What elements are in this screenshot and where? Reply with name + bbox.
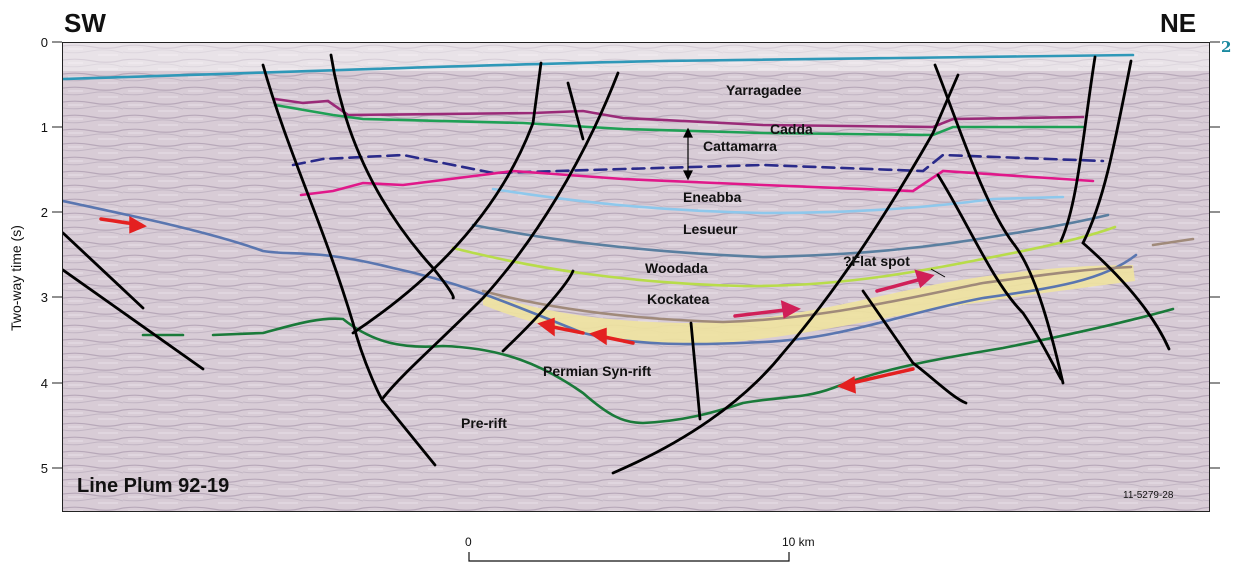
fault-8 — [501, 269, 575, 353]
y-tick-0: 0 — [40, 35, 48, 50]
label-cadda: Cadda — [770, 121, 813, 137]
fault-15 — [1081, 59, 1171, 351]
label-permian-syn-rift: Permian Syn-rift — [543, 363, 652, 379]
scale-end-label: 10 km — [782, 535, 815, 549]
fault-3 — [261, 63, 437, 467]
seismic-section: Yarragadee Cadda Cattamarra Eneabba Lesu… — [62, 42, 1210, 512]
y-tick-4: 4 — [40, 376, 48, 391]
horizon-lesueur — [491, 187, 1065, 215]
direction-ne: NE — [1160, 8, 1197, 38]
horizon-woodada — [471, 213, 1110, 259]
figure-code: 11-5279-28 — [1123, 490, 1174, 501]
fault-13 — [861, 289, 968, 405]
y-tick-2: 2 — [40, 205, 48, 220]
label-yarragadee: Yarragadee — [726, 82, 802, 98]
page-number: 2 — [1221, 38, 1232, 56]
fault-4 — [329, 53, 455, 300]
label-woodada: Woodada — [645, 260, 708, 276]
seismic-image — [63, 43, 1209, 511]
label-cattamarra: Cattamarra — [703, 138, 777, 154]
line-title: Line Plum 92-19 — [77, 475, 230, 497]
fault-12 — [936, 173, 1063, 381]
direction-sw: SW — [64, 8, 106, 38]
y-tick-5: 5 — [40, 461, 48, 476]
horizon-flat-spot — [481, 265, 1133, 324]
horizon-eneabba — [299, 169, 1095, 197]
horizon-cadda — [273, 103, 1085, 137]
fault-5 — [351, 61, 543, 335]
thickness-arrow — [683, 127, 693, 181]
faults — [63, 53, 1171, 475]
fault-7 — [566, 81, 585, 141]
y-tick-1: 1 — [40, 120, 48, 135]
label-lesueur: Lesueur — [683, 221, 738, 237]
fault-2 — [63, 268, 205, 371]
horizon-top — [63, 53, 1135, 81]
fault-11 — [933, 63, 1065, 385]
label-eneabba: Eneabba — [683, 189, 742, 205]
label-kockatea: Kockatea — [647, 291, 710, 307]
fault-1 — [63, 231, 145, 310]
fault-6 — [381, 71, 620, 400]
scale-start-label: 0 — [465, 535, 472, 549]
label-pre-rift: Pre-rift — [461, 415, 507, 431]
movement-arrows — [99, 215, 915, 394]
y-tick-3: 3 — [40, 290, 48, 305]
flat-spot-arrows — [733, 269, 935, 319]
horizon-yarragadee-base — [273, 97, 1085, 129]
fault-10 — [611, 73, 960, 475]
label-flat-spot: ?Flat spot — [843, 253, 910, 269]
scale-bar — [468, 552, 790, 562]
horizon-pre-rift — [141, 307, 1175, 425]
horizon-cattamarra — [291, 153, 1105, 175]
fault-9 — [689, 321, 702, 421]
horizon-kockatea — [451, 225, 1117, 288]
horizon-flat-spot-east — [1151, 237, 1195, 247]
flat-spot-leader — [930, 268, 946, 278]
fault-14 — [1059, 55, 1097, 243]
